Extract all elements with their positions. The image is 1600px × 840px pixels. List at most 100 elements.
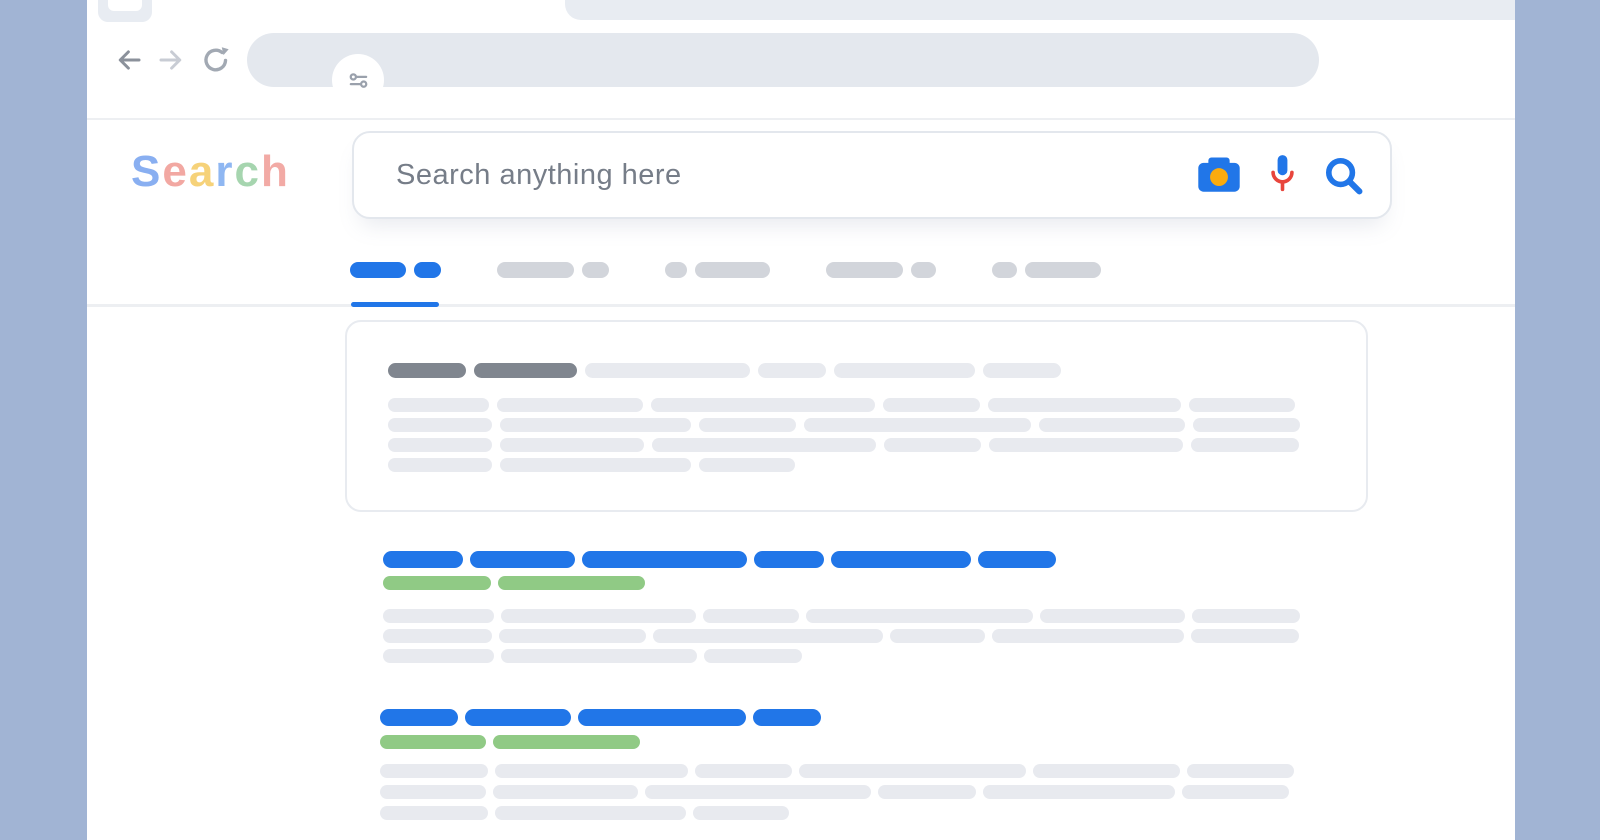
skeleton-pill <box>878 785 976 799</box>
skeleton-pill <box>501 649 697 663</box>
skeleton-pill <box>699 418 796 432</box>
camera-icon[interactable] <box>1196 156 1242 194</box>
skeleton-pill <box>983 363 1061 378</box>
result-title-link[interactable] <box>383 551 1300 568</box>
skeleton-pill <box>388 363 466 378</box>
skeleton-pill <box>978 551 1056 568</box>
skeleton-text-row <box>380 806 1294 820</box>
skeleton-pill <box>388 418 492 432</box>
results-tab-bar <box>350 262 1101 278</box>
skeleton-pill <box>988 398 1181 412</box>
logo-letter: c <box>234 147 261 196</box>
back-arrow-icon <box>114 45 144 75</box>
search-logo: Search <box>131 150 290 194</box>
skeleton-text-row <box>388 418 1366 432</box>
result-snippet <box>383 609 1300 663</box>
skeleton-pill <box>380 764 488 778</box>
skeleton-pill <box>474 363 577 378</box>
forward-button[interactable] <box>155 44 187 76</box>
microphone-icon[interactable] <box>1267 152 1298 199</box>
skeleton-pill <box>493 735 640 749</box>
results-tab-5[interactable] <box>992 262 1101 278</box>
skeleton-text-row <box>383 609 1300 623</box>
skeleton-pill <box>806 609 1033 623</box>
skeleton-pill <box>500 458 691 472</box>
reload-icon <box>201 45 230 74</box>
skeleton-pill <box>578 709 746 726</box>
skeleton-pill <box>497 262 574 278</box>
tune-button[interactable] <box>332 54 384 106</box>
skeleton-pill <box>495 764 688 778</box>
card-title-row <box>388 363 1366 378</box>
skeleton-pill <box>804 418 1031 432</box>
skeleton-pill <box>495 806 686 820</box>
results-nav-divider <box>87 304 1515 307</box>
skeleton-pill <box>350 262 406 278</box>
logo-letter: r <box>215 147 235 196</box>
skeleton-pill <box>1192 609 1300 623</box>
search-result <box>380 709 1294 820</box>
skeleton-pill <box>380 806 488 820</box>
skeleton-text-row <box>383 629 1300 643</box>
active-tab-underline <box>351 302 439 307</box>
skeleton-text-row <box>383 649 1300 663</box>
skeleton-pill <box>383 629 492 643</box>
skeleton-pill <box>753 709 821 726</box>
toolbar-divider <box>87 118 1515 120</box>
skeleton-pill <box>652 438 876 452</box>
skeleton-pill <box>1182 785 1289 799</box>
skeleton-pill <box>1025 262 1101 278</box>
skeleton-text-row <box>388 398 1366 412</box>
skeleton-pill <box>983 785 1175 799</box>
featured-snippet-card <box>345 320 1368 512</box>
skeleton-pill <box>704 649 802 663</box>
skeleton-pill <box>500 418 691 432</box>
skeleton-pill <box>388 438 492 452</box>
skeleton-pill <box>1187 764 1294 778</box>
forward-arrow-icon <box>156 45 186 75</box>
skeleton-pill <box>992 262 1017 278</box>
skeleton-pill <box>1189 398 1295 412</box>
back-button[interactable] <box>113 44 145 76</box>
result-url <box>380 735 1294 749</box>
results-tab-2[interactable] <box>497 262 609 278</box>
skeleton-pill <box>383 551 463 568</box>
skeleton-pill <box>883 398 980 412</box>
skeleton-text-row <box>380 785 1294 799</box>
skeleton-pill <box>470 551 575 568</box>
skeleton-pill <box>383 609 494 623</box>
results-tab-3[interactable] <box>665 262 770 278</box>
browser-tab-stub[interactable] <box>98 0 152 22</box>
skeleton-pill <box>989 438 1183 452</box>
skeleton-pill <box>645 785 871 799</box>
skeleton-pill <box>1191 629 1299 643</box>
skeleton-pill <box>582 262 609 278</box>
result-snippet <box>380 764 1294 820</box>
skeleton-pill <box>693 806 789 820</box>
skeleton-pill <box>380 785 486 799</box>
search-icon[interactable] <box>1323 155 1364 196</box>
logo-letter: e <box>162 147 189 196</box>
skeleton-pill <box>665 262 687 278</box>
reload-button[interactable] <box>199 44 231 76</box>
result-url <box>383 576 1300 590</box>
tab-strip-filler <box>565 0 1515 20</box>
logo-letter: S <box>131 147 163 196</box>
results-tab-1-active[interactable] <box>350 262 441 278</box>
address-bar[interactable] <box>247 32 1319 87</box>
logo-letter: a <box>188 147 216 196</box>
skeleton-pill <box>493 785 638 799</box>
results-tab-4[interactable] <box>826 262 936 278</box>
search-input[interactable] <box>394 157 1196 193</box>
search-box <box>352 131 1392 219</box>
browser-toolbar <box>87 22 1515 120</box>
skeleton-pill <box>890 629 985 643</box>
result-title-link[interactable] <box>380 709 1294 726</box>
skeleton-pill <box>703 609 799 623</box>
logo-letter: h <box>260 147 290 196</box>
tune-sliders-icon <box>345 67 372 94</box>
skeleton-pill <box>414 262 441 278</box>
skeleton-pill <box>695 262 770 278</box>
skeleton-pill <box>497 398 643 412</box>
skeleton-pill <box>754 551 824 568</box>
